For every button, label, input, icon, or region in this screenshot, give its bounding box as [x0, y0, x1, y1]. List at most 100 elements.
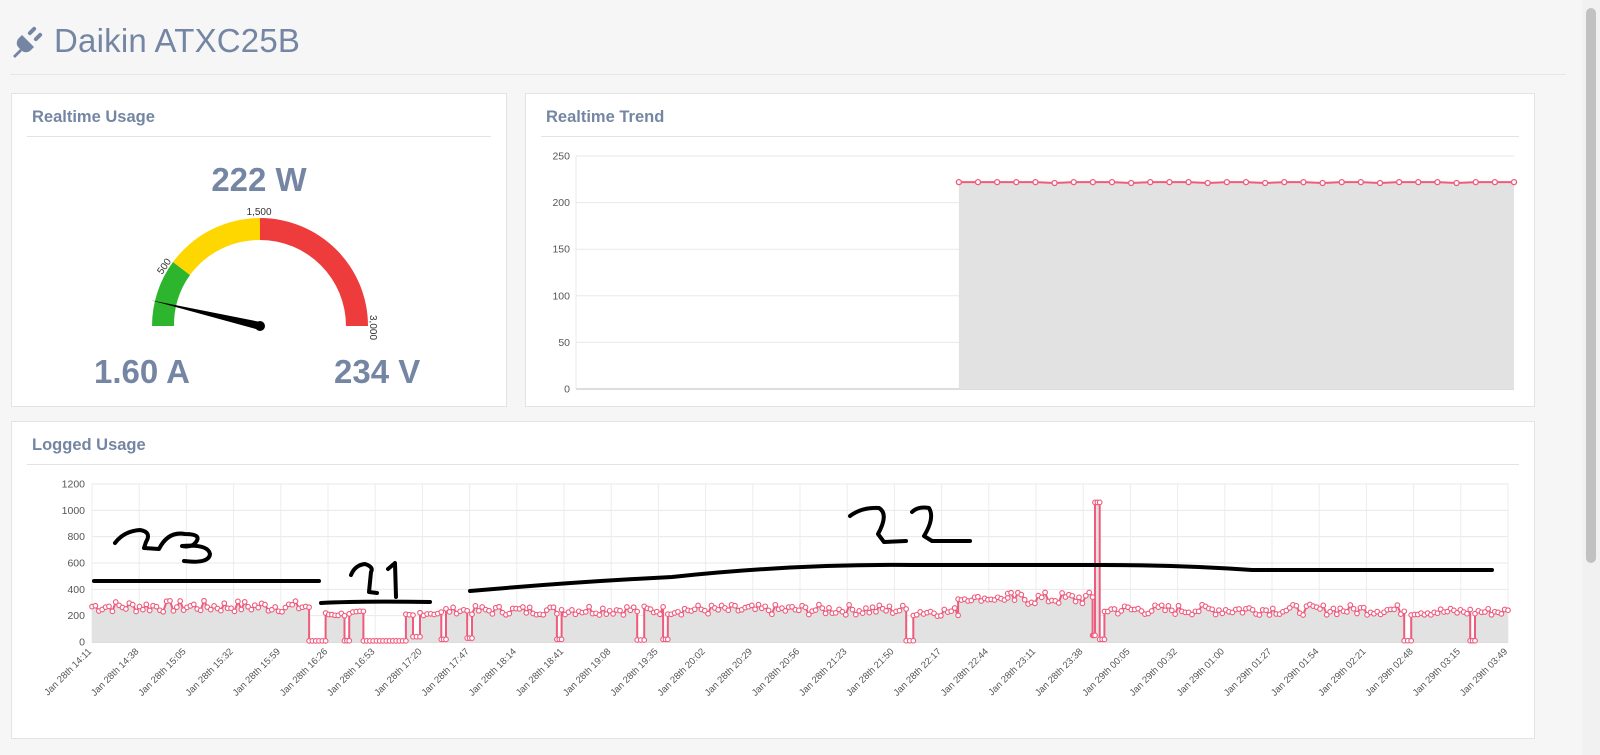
- gauge-label-3000: 3,000: [367, 315, 378, 340]
- logged-point: [129, 601, 136, 608]
- logged-point: [489, 611, 496, 617]
- logged-point: [1038, 594, 1045, 601]
- trend-point: [1434, 178, 1441, 186]
- y-tick-label: 150: [552, 244, 570, 256]
- logged-point: [869, 604, 876, 611]
- logged-point: [951, 605, 958, 611]
- logged-point: [802, 604, 809, 611]
- logged-point: [634, 608, 641, 615]
- logged-point: [1055, 600, 1062, 606]
- trend-point: [1166, 178, 1173, 186]
- gauge-needle: [151, 300, 265, 331]
- logged-point: [464, 607, 471, 614]
- logged-point: [112, 599, 119, 605]
- realtime-trend-title: Realtime Trend: [546, 108, 665, 126]
- logged-point: [133, 608, 139, 615]
- logged-point: [805, 611, 812, 618]
- logged-point: [410, 612, 416, 618]
- panel-divider: [27, 464, 1519, 465]
- logged-point: [899, 602, 906, 609]
- logged-point: [617, 607, 623, 614]
- trend-point: [1338, 178, 1345, 186]
- x-tick-label: Jan 28th 20:56: [750, 646, 802, 698]
- x-tick-label: Jan 29th 03:15: [1411, 646, 1463, 698]
- page-scrollbar[interactable]: [1582, 0, 1600, 755]
- logged-point: [1360, 604, 1367, 611]
- x-tick-label: Jan 29th 00:05: [1080, 646, 1132, 698]
- logged-point: [520, 604, 526, 610]
- x-tick-label: Jan 28th 17:20: [372, 646, 424, 698]
- y-tick-label: 1000: [62, 505, 86, 517]
- gauge-band-green: [152, 262, 190, 326]
- scrollbar-thumb[interactable]: [1586, 8, 1596, 563]
- trend-point: [1242, 178, 1250, 186]
- logged-point: [496, 603, 502, 610]
- logged-point: [1488, 611, 1495, 618]
- x-tick-label: Jan 28th 15:05: [136, 646, 188, 698]
- gauge-band-red: [260, 218, 368, 326]
- logged-point: [1263, 607, 1269, 614]
- logged-point: [153, 603, 160, 610]
- logged-point: [235, 598, 241, 605]
- logged-point: [657, 611, 663, 618]
- logged-point: [826, 605, 832, 611]
- power-gauge: 500 1,500 3,000: [151, 207, 378, 340]
- logged-point: [1505, 607, 1511, 614]
- logged-point: [1249, 606, 1256, 613]
- logged-point: [1293, 602, 1300, 609]
- logged-point: [558, 636, 565, 643]
- y-tick-label: 200: [67, 610, 85, 622]
- logged-point: [660, 604, 666, 610]
- logged-point: [360, 608, 367, 615]
- x-tick-label: Jan 28th 16:26: [278, 646, 330, 698]
- logged-point: [582, 609, 589, 615]
- logged-point: [832, 610, 839, 616]
- logged-point: [526, 604, 533, 611]
- logged-point: [221, 600, 228, 607]
- trend-point: [1281, 178, 1288, 186]
- logged-point: [160, 608, 167, 615]
- logged-point: [173, 604, 180, 610]
- x-tick-label: Jan 29th 01:27: [1222, 646, 1274, 698]
- logged-point: [123, 606, 129, 612]
- logged-point: [769, 611, 775, 618]
- logged-point: [1323, 611, 1330, 618]
- logged-point: [762, 603, 769, 610]
- realtime-usage-panel: Realtime Usage 222 W 500 1,500 3,000 1.6…: [11, 93, 507, 407]
- logged-point: [701, 607, 708, 614]
- logged-point: [812, 607, 819, 613]
- logged-point: [228, 605, 234, 612]
- logged-point: [106, 603, 112, 610]
- logged-point: [486, 607, 492, 614]
- x-tick-label: Jan 28th 18:14: [467, 646, 519, 698]
- panel-divider: [541, 136, 1519, 137]
- logged-point: [201, 597, 207, 604]
- x-tick-label: Jan 29th 01:54: [1269, 646, 1321, 698]
- logged-point: [1498, 611, 1505, 617]
- y-tick-label: 400: [67, 584, 85, 596]
- logged-point: [1317, 606, 1323, 612]
- logged-point: [248, 606, 255, 613]
- logged-point: [1195, 608, 1202, 615]
- logged-point: [109, 608, 116, 615]
- logged-point: [143, 601, 150, 608]
- x-tick-label: Jan 28th 16:53: [325, 646, 377, 698]
- logged-point: [292, 598, 299, 604]
- logged-point: [596, 612, 603, 618]
- trend-area: [958, 182, 1514, 389]
- logged-point: [1082, 592, 1089, 599]
- trend-point: [1204, 179, 1211, 187]
- logged-point: [1464, 610, 1470, 617]
- logged-point: [1148, 608, 1155, 614]
- page-header: Daikin ATXC25B: [10, 18, 300, 64]
- logged-point: [822, 610, 829, 617]
- x-tick-label: Jan 28th 18:41: [514, 646, 566, 698]
- logged-point: [322, 638, 329, 644]
- logged-point: [170, 608, 177, 614]
- logged-point: [896, 607, 903, 614]
- realtime-trend-chart: 0 50 100 150 200 250: [552, 151, 1518, 396]
- x-tick-label: Jan 28th 20:02: [655, 646, 707, 698]
- logged-usage-title: Logged Usage: [32, 436, 146, 454]
- logged-point: [469, 635, 475, 641]
- trend-point: [1510, 178, 1518, 186]
